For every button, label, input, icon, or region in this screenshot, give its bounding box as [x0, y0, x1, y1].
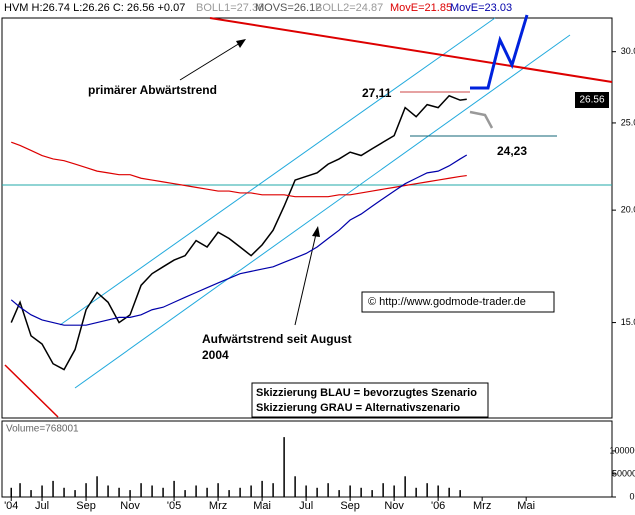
volume-bar — [74, 490, 76, 497]
volume-bar — [239, 487, 241, 497]
volume-bar — [250, 485, 252, 497]
source-box — [361, 291, 555, 313]
volume-bar — [19, 483, 21, 497]
volume-bar — [349, 485, 351, 497]
downtrend-line — [209, 17, 613, 83]
volume-bar — [41, 485, 43, 497]
volume-bar — [129, 490, 131, 497]
note: Skizzierung BLAU = bevorzugtes Szenario — [256, 387, 477, 399]
x-tick-label: Mai — [517, 500, 535, 512]
arrow-head — [236, 39, 246, 48]
volume-bar — [338, 490, 340, 497]
x-tick-label: '06 — [431, 500, 445, 512]
volume-bar — [107, 485, 109, 497]
channel-lower — [74, 34, 571, 389]
scenario-gray — [469, 110, 494, 129]
volume-bar — [459, 490, 461, 497]
x-tick-label: Mai — [253, 500, 271, 512]
y-tick-label: 15.00 — [621, 317, 635, 327]
downtrend-line — [4, 364, 59, 418]
price-line — [10, 94, 467, 371]
x-tick-label: Nov — [120, 500, 140, 512]
annotation: 27,11 — [362, 86, 392, 100]
volume-bar — [85, 483, 87, 497]
annotation: 2004 — [202, 348, 229, 362]
volume-bar — [294, 476, 296, 497]
price-panel — [1, 17, 613, 419]
trend-drawings — [2, 14, 613, 418]
y-tick-label: 0 — [629, 491, 634, 501]
volume-bar — [415, 487, 417, 497]
annotation: primärer Abwärtstrend — [88, 83, 217, 97]
volume-bar — [360, 487, 362, 497]
x-tick-label: Mrz — [209, 500, 227, 512]
volume-bar — [195, 485, 197, 497]
volume-bar — [118, 487, 120, 497]
volume-bar — [162, 487, 164, 497]
volume-bar — [371, 490, 373, 497]
volume-bar — [10, 487, 12, 497]
legend-entry: MovE=23.03 — [450, 2, 512, 14]
x-tick-label: '04 — [4, 500, 18, 512]
volume-bar — [426, 483, 428, 497]
volume-bar — [404, 476, 406, 497]
volume-bar — [448, 487, 450, 497]
volume-bar — [305, 485, 307, 497]
volume-title: Volume=768001 — [6, 424, 79, 435]
header: HVM H:26.74 L:26.26 C: 26.56 +0.07 — [4, 2, 185, 14]
y-tick-label: 100000000 — [609, 445, 635, 455]
volume-bar — [228, 490, 230, 497]
source: © http://www.godmode-trader.de — [368, 296, 526, 308]
note: Skizzierung GRAU = Alternativszenario — [256, 402, 460, 414]
channel-upper — [59, 17, 496, 326]
volume-bar — [327, 483, 329, 497]
volume-bar — [151, 485, 153, 497]
arrow — [179, 42, 241, 81]
note-box — [251, 382, 489, 418]
header: BOLL2=24.87 — [315, 2, 383, 14]
volume-bar — [173, 480, 175, 497]
y-tick-label: 50000000 — [612, 468, 635, 478]
price-line — [10, 154, 468, 326]
volume-bar — [261, 480, 263, 497]
y-tick-label: 25.00 — [621, 117, 635, 127]
x-tick-label: Sep — [76, 500, 96, 512]
legend-entry: MovE=21.85 — [390, 2, 452, 14]
volume-bar — [283, 437, 285, 497]
volume-bar — [393, 485, 395, 497]
x-tick-label: Jul — [299, 500, 313, 512]
volume-bar — [140, 483, 142, 497]
annotation: Aufwärtstrend seit August — [202, 332, 352, 346]
volume-bar — [96, 476, 98, 497]
arrow-head — [312, 226, 320, 237]
header: MOVS=26.12 — [255, 2, 321, 14]
price-tag-label: 26.56 — [579, 95, 604, 106]
volume-bar — [30, 490, 32, 497]
y-tick-label: 20.00 — [621, 205, 635, 215]
x-tick-label: Nov — [384, 500, 404, 512]
x-tick-label: Jul — [35, 500, 49, 512]
volume-bar — [184, 490, 186, 497]
annotation: 24,23 — [497, 144, 527, 158]
volume-bar — [217, 483, 219, 497]
volume-bar — [382, 483, 384, 497]
volume-bar — [437, 485, 439, 497]
price-line — [11, 141, 467, 198]
volume-bar — [63, 487, 65, 497]
x-tick-label: Mrz — [473, 500, 491, 512]
volume-bar — [272, 483, 274, 497]
price-tag — [575, 92, 609, 108]
volume-panel — [1, 420, 613, 498]
volume-bar — [206, 487, 208, 497]
header: BOLL1=27.38 — [196, 2, 264, 14]
volume-bar — [52, 480, 54, 497]
scenario-blue — [470, 14, 529, 90]
x-tick-label: Sep — [340, 500, 360, 512]
x-tick-label: '05 — [167, 500, 181, 512]
y-tick-label: 30.00 — [621, 46, 635, 56]
volume-bar — [316, 487, 318, 497]
